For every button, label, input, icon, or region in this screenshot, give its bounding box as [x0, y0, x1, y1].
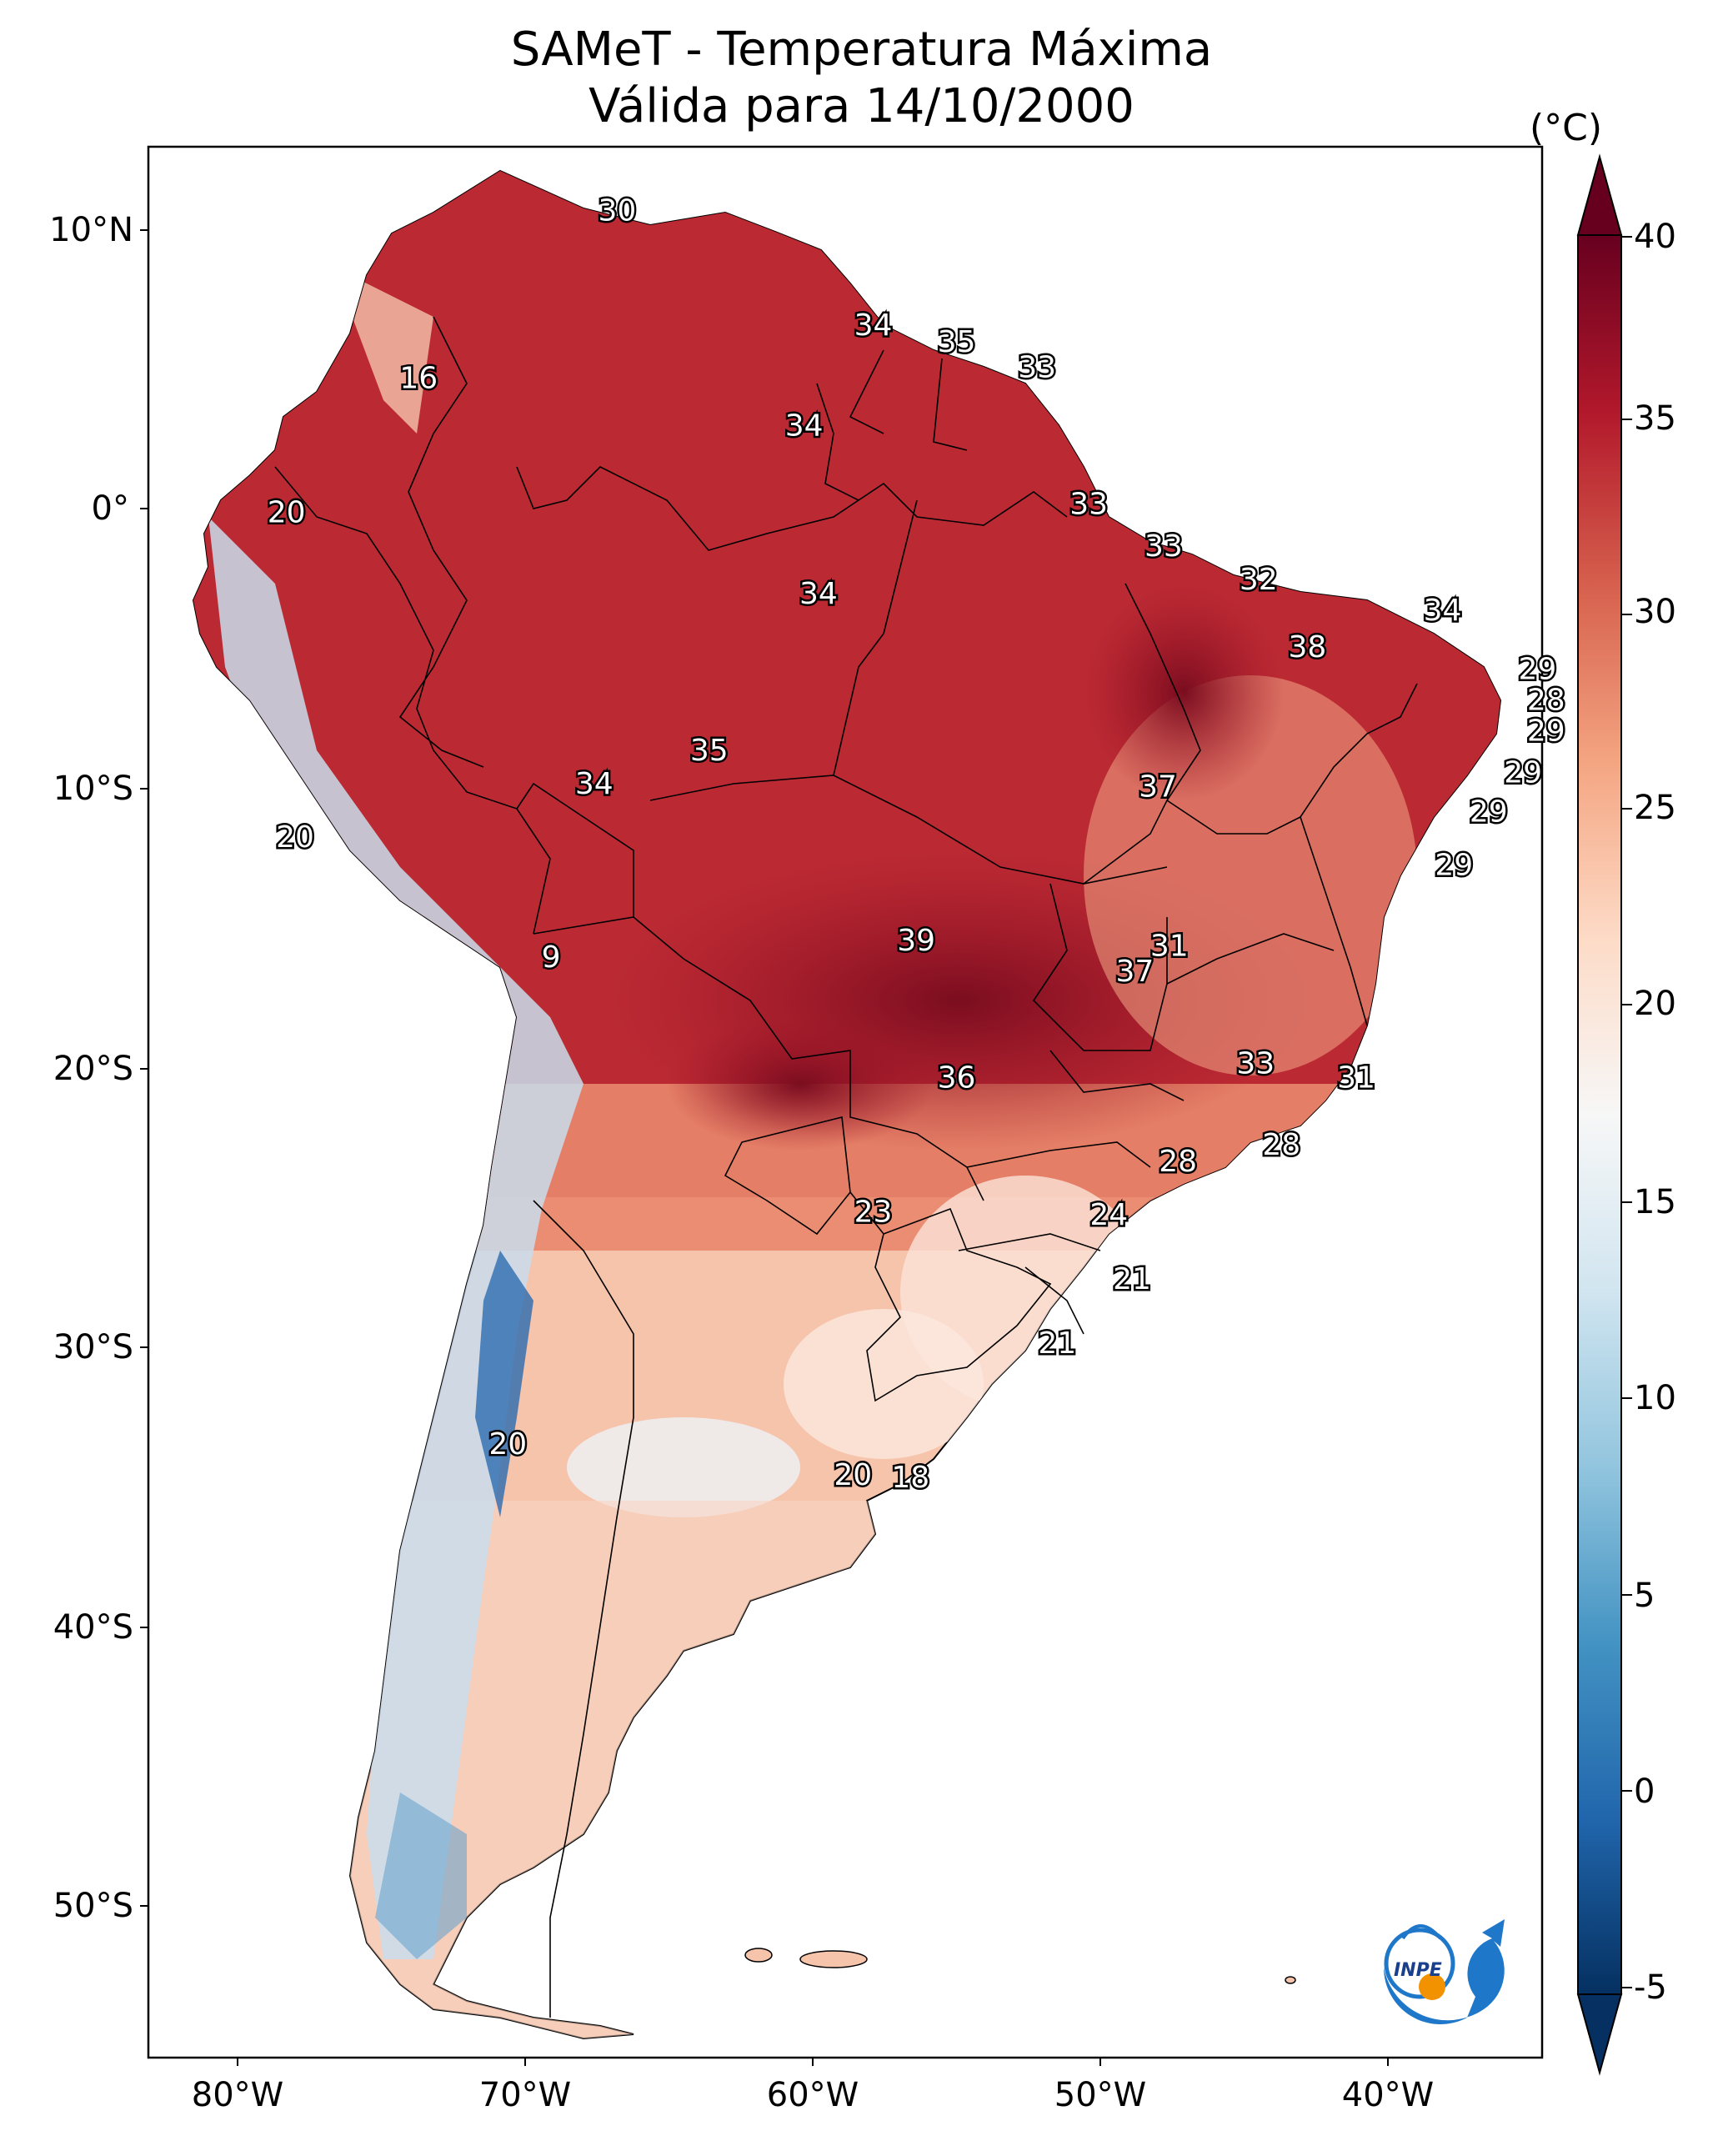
- temperature-label: 33: [1144, 529, 1183, 564]
- lat-label-40s: 40°S: [53, 1608, 133, 1647]
- colorbar-tick-minus5: -5: [1634, 1968, 1667, 2007]
- chart-title: SAMeT - Temperatura Máxima: [510, 23, 1213, 77]
- inpe-logo: INPE: [1384, 1919, 1505, 2024]
- temperature-label: 29: [1435, 848, 1473, 882]
- lat-label-0: 0°: [91, 489, 129, 528]
- temperature-label: 37: [1139, 770, 1177, 805]
- temperature-label: 28: [1527, 684, 1565, 718]
- temperature-label: 34: [785, 409, 824, 444]
- colorbar-tick-25: 25: [1634, 789, 1676, 827]
- temperature-label: 23: [854, 1196, 893, 1230]
- temperature-label: 34: [799, 577, 838, 611]
- temperature-label: 21: [1038, 1326, 1076, 1361]
- temperature-label: 30: [598, 193, 636, 228]
- colorbar-tick-30: 30: [1634, 593, 1676, 631]
- colorbar-tick-15: 15: [1634, 1183, 1676, 1221]
- islands: [744, 1948, 1296, 1984]
- temperature-label: 33: [1069, 488, 1108, 522]
- axis-ticks: [140, 229, 1389, 2066]
- temperature-label: 21: [1113, 1262, 1151, 1296]
- chart-subtitle: Válida para 14/10/2000: [589, 79, 1134, 133]
- lat-label-10s: 10°S: [53, 770, 133, 808]
- temperature-label: 29: [1518, 653, 1556, 687]
- colorbar-unit: (°C): [1530, 107, 1603, 149]
- temperature-label: 32: [1240, 563, 1278, 597]
- lon-label-70w: 70°W: [478, 2076, 572, 2114]
- temperature-label: 28: [1159, 1145, 1197, 1179]
- colorbar-tick-40: 40: [1634, 218, 1676, 256]
- temperature-label: 33: [1236, 1047, 1275, 1081]
- temperature-label: 39: [897, 924, 935, 958]
- temperature-label: 38: [1288, 630, 1326, 664]
- lon-label-60w: 60°W: [766, 2076, 859, 2114]
- temperature-label: 28: [1262, 1128, 1300, 1162]
- temperature-label: 36: [938, 1060, 976, 1095]
- temperature-label: 20: [834, 1458, 872, 1492]
- lat-label-20s: 20°S: [53, 1050, 133, 1088]
- temperature-label: 34: [854, 308, 893, 343]
- temperature-label: 20: [276, 820, 314, 855]
- temperature-label: 34: [1424, 594, 1462, 628]
- lat-label-50s: 50°S: [53, 1887, 133, 1925]
- temperature-label: 34: [575, 767, 614, 801]
- temperature-label: 35: [690, 734, 729, 768]
- temperature-label: 9: [542, 940, 561, 975]
- inpe-logo-text: INPE: [1394, 1960, 1442, 1981]
- temperature-label: 16: [399, 362, 438, 396]
- temperature-label: 31: [1337, 1060, 1375, 1095]
- lon-label-40w: 40°W: [1341, 2076, 1435, 2114]
- temperature-label: 29: [1470, 795, 1508, 830]
- lon-label-50w: 50°W: [1054, 2076, 1147, 2114]
- colorbar-tick-5: 5: [1634, 1577, 1655, 1615]
- temperature-label: 20: [488, 1427, 527, 1462]
- colorbar-tick-10: 10: [1634, 1379, 1676, 1417]
- temperature-label: 29: [1527, 714, 1565, 748]
- lat-label-10n: 10°N: [49, 211, 133, 249]
- temperature-label: 20: [268, 496, 306, 530]
- temperature-label: 33: [1018, 350, 1056, 384]
- colorbar-tick-35: 35: [1634, 399, 1676, 438]
- colorbar-tick-20: 20: [1634, 985, 1676, 1023]
- temperature-label: 35: [938, 325, 976, 359]
- lat-label-30s: 30°S: [53, 1328, 133, 1366]
- colorbar: [1576, 153, 1632, 2076]
- lon-label-80w: 80°W: [191, 2076, 284, 2114]
- temperature-label: 24: [1089, 1198, 1128, 1232]
- colorbar-tick-0: 0: [1634, 1772, 1655, 1811]
- temperature-label: 31: [1150, 930, 1189, 964]
- temperature-label: 29: [1504, 756, 1542, 790]
- country-borders: [274, 316, 1418, 2018]
- temperature-label: 37: [1115, 955, 1154, 989]
- temperature-label: 18: [891, 1461, 929, 1495]
